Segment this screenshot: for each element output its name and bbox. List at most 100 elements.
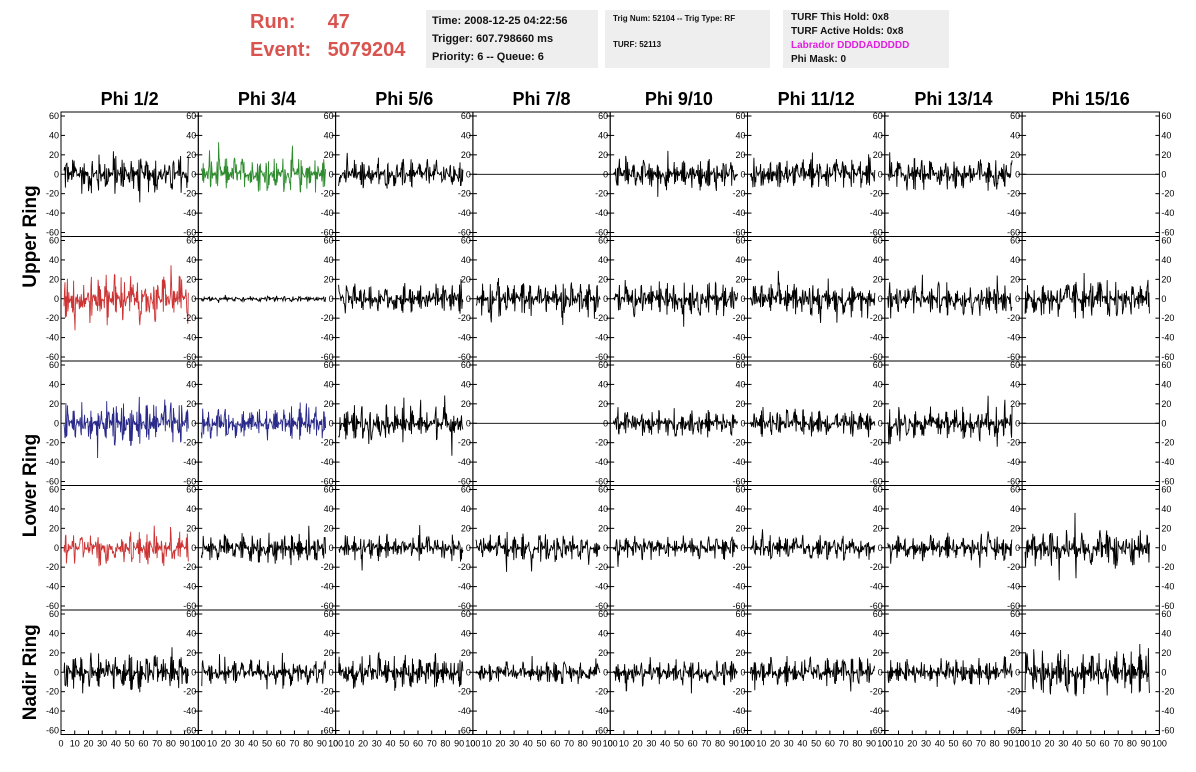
y-tick-label: 60 — [324, 609, 334, 619]
column-title: Phi 15/16 — [1052, 89, 1130, 109]
x-tick-label: 90 — [180, 739, 190, 749]
y-tick-label: 20 — [873, 523, 883, 533]
y-tick-label: 0 — [466, 294, 471, 304]
y-tick-label: -20 — [46, 687, 59, 697]
y-tick-label: -40 — [321, 706, 334, 716]
y-tick-label: 60 — [598, 111, 608, 121]
y-tick-label: -60 — [183, 352, 196, 362]
y-tick-label: -40 — [595, 208, 608, 218]
y-tick-label: 0 — [191, 543, 196, 553]
y-tick-label: 60 — [186, 236, 196, 246]
x-tick-label: 50 — [1086, 739, 1096, 749]
y-tick-label: 20 — [49, 648, 59, 658]
y-tick-label: -40 — [595, 582, 608, 592]
y-tick-label: 60 — [461, 485, 471, 495]
y-tick-label: -60 — [321, 601, 334, 611]
x-tick-label: 20 — [495, 739, 505, 749]
y-tick-label: 0 — [54, 169, 59, 179]
y-tick-label: 40 — [324, 255, 334, 265]
waveform-trace — [612, 150, 738, 197]
y-tick-label: 40 — [1010, 504, 1020, 514]
y-tick-label: -60 — [1007, 228, 1020, 238]
y-tick-label: -60 — [595, 726, 608, 736]
y-tick-label: -40 — [183, 208, 196, 218]
x-tick-label: 70 — [289, 739, 299, 749]
x-tick-label: 40 — [386, 739, 396, 749]
y-tick-label: 20 — [461, 648, 471, 658]
x-tick-label: 10 — [894, 739, 904, 749]
waveform-trace — [750, 529, 876, 561]
y-tick-label: 20 — [49, 523, 59, 533]
y-tick-label: 20 — [735, 523, 745, 533]
y-tick-label: -20 — [732, 438, 745, 448]
y-tick-label: -60 — [1007, 477, 1020, 487]
x-tick-label: 10 — [207, 739, 217, 749]
x-tick-label: 10 — [70, 739, 80, 749]
y-tick-label: 40 — [1161, 504, 1171, 514]
x-tick-label: 80 — [1127, 739, 1137, 749]
y-tick-label: 40 — [461, 255, 471, 265]
y-tick-label: 60 — [324, 485, 334, 495]
y-tick-label: -40 — [1007, 457, 1020, 467]
y-tick-label: 40 — [186, 628, 196, 638]
x-tick-label: 60 — [276, 739, 286, 749]
y-tick-label: 40 — [598, 628, 608, 638]
y-tick-label: 0 — [603, 418, 608, 428]
y-tick-label: 40 — [461, 379, 471, 389]
y-tick-label: 60 — [1010, 485, 1020, 495]
x-tick-label: 30 — [1058, 739, 1068, 749]
labrador-text: Labrador DDDDADDDDD — [791, 40, 910, 51]
y-tick-label: 20 — [186, 648, 196, 658]
y-tick-label: -20 — [1161, 438, 1174, 448]
x-tick-label: 80 — [852, 739, 862, 749]
x-tick-label: 100 — [603, 739, 618, 749]
y-tick-label: 40 — [49, 379, 59, 389]
y-tick-label: -20 — [321, 438, 334, 448]
y-tick-label: 40 — [461, 504, 471, 514]
y-tick-label: -60 — [870, 228, 883, 238]
y-tick-label: 0 — [878, 418, 883, 428]
run-event-block: Run: 47 Event: 5079204 — [250, 8, 420, 64]
x-tick-label: 20 — [1045, 739, 1055, 749]
y-tick-label: 20 — [735, 648, 745, 658]
y-tick-label: 0 — [329, 169, 334, 179]
x-tick-label: 40 — [660, 739, 670, 749]
y-tick-label: -40 — [46, 208, 59, 218]
y-tick-label: -20 — [870, 687, 883, 697]
waveform-trace — [63, 265, 189, 331]
y-tick-label: 40 — [49, 255, 59, 265]
ring-label: Lower Ring — [20, 434, 41, 537]
y-tick-label: 20 — [873, 648, 883, 658]
y-tick-label: -40 — [1161, 333, 1174, 343]
waveform-trace — [63, 396, 189, 459]
y-tick-label: 20 — [324, 399, 334, 409]
y-tick-label: 20 — [49, 150, 59, 160]
y-tick-label: 60 — [873, 360, 883, 370]
y-tick-label: -40 — [870, 582, 883, 592]
x-tick-label: 20 — [907, 739, 917, 749]
y-tick-label: -40 — [458, 582, 471, 592]
waveform-trace — [613, 279, 738, 327]
x-tick-label: 90 — [1141, 739, 1151, 749]
y-tick-label: -40 — [732, 333, 745, 343]
x-tick-label: 90 — [454, 739, 464, 749]
x-tick-label: 70 — [427, 739, 437, 749]
y-tick-label: -60 — [458, 228, 471, 238]
y-tick-label: 40 — [1161, 628, 1171, 638]
y-tick-label: -40 — [732, 582, 745, 592]
y-tick-label: 20 — [1161, 399, 1171, 409]
y-tick-label: 0 — [1161, 294, 1166, 304]
y-tick-label: 40 — [873, 379, 883, 389]
y-tick-label: 0 — [740, 169, 745, 179]
x-tick-label: 100 — [1152, 739, 1167, 749]
waveform-trace — [750, 270, 876, 324]
y-tick-label: -40 — [870, 333, 883, 343]
y-tick-label: 40 — [324, 379, 334, 389]
y-tick-label: 20 — [461, 150, 471, 160]
trig-info-box: Trig Num: 52104 -- Trig Type: RF TURF: 5… — [605, 10, 770, 68]
y-tick-label: 40 — [598, 130, 608, 140]
y-tick-label: -20 — [458, 562, 471, 572]
y-tick-label: -20 — [595, 562, 608, 572]
y-tick-label: -60 — [1161, 601, 1174, 611]
y-tick-label: -60 — [732, 601, 745, 611]
